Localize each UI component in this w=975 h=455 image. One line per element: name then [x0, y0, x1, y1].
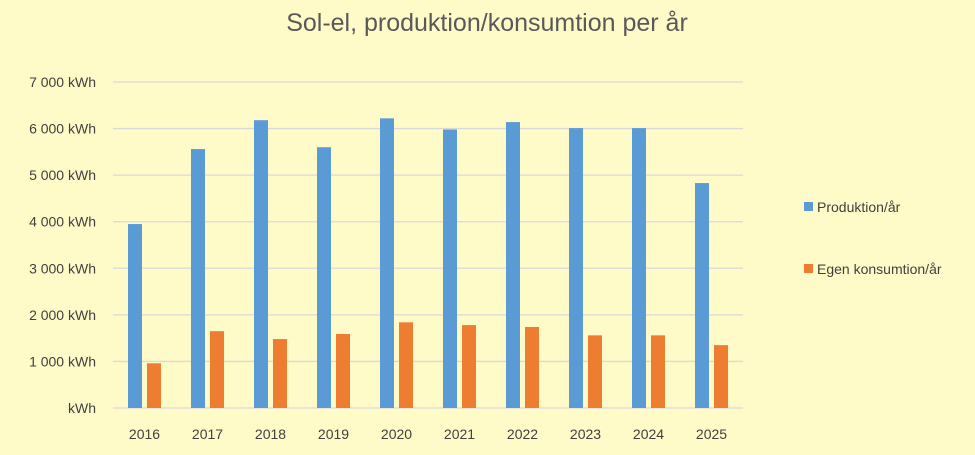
chart-title: Sol-el, produktion/konsumtion per år [286, 9, 688, 37]
x-axis: 2016 2017 2018 2019 2020 2021 2022 2023 2024 2025 [129, 426, 727, 442]
bar-egen-konsumtion-2016 [147, 363, 161, 408]
bar-egen-konsumtion-2020 [399, 322, 413, 408]
x-tick-label: 2020 [381, 426, 412, 442]
x-tick-label: 2018 [255, 426, 286, 442]
x-tick-label: 2025 [696, 426, 727, 442]
legend-label: Egen konsumtion/år [817, 261, 942, 277]
bar-produktion-2016 [128, 224, 142, 408]
bar-produktion-2024 [632, 128, 646, 408]
legend-label: Produktion/år [817, 199, 901, 215]
y-tick-label: 1 000 kWh [29, 353, 96, 369]
x-tick-label: 2021 [444, 426, 475, 442]
bar-produktion-2022 [506, 122, 520, 409]
x-tick-label: 2017 [192, 426, 223, 442]
x-tick-label: 2024 [633, 426, 664, 442]
bar-produktion-2018 [254, 120, 268, 408]
y-tick-label: 5 000 kWh [29, 167, 96, 183]
y-tick-label: 7 000 kWh [29, 74, 96, 90]
bar-egen-konsumtion-2023 [588, 335, 602, 408]
bar-egen-konsumtion-2017 [210, 331, 224, 408]
y-axis: kWh 1 000 kWh 2 000 kWh 3 000 kWh 4 000 kWh 5… [29, 74, 96, 416]
y-tick-label: 2 000 kWh [29, 307, 96, 323]
y-tick-label: 3 000 kWh [29, 260, 96, 276]
x-tick-label: 2019 [318, 426, 349, 442]
bar-produktion-2017 [191, 149, 205, 408]
x-tick-label: 2016 [129, 426, 160, 442]
bar-egen-konsumtion-2018 [273, 339, 287, 408]
bar-produktion-2019 [317, 147, 331, 408]
y-tick-label: kWh [68, 400, 96, 416]
bar-egen-konsumtion-2019 [336, 333, 350, 408]
legend-swatch [804, 264, 813, 273]
bar-egen-konsumtion-2022 [525, 326, 539, 408]
x-tick-label: 2023 [570, 426, 601, 442]
bar-egen-konsumtion-2025 [714, 345, 728, 408]
bar-egen-konsumtion-2021 [462, 325, 476, 408]
bar-produktion-2021 [443, 129, 457, 408]
y-tick-label: 4 000 kWh [29, 214, 96, 230]
legend: Produktion/år Egen konsumtion/år [804, 199, 942, 277]
y-tick-label: 6 000 kWh [29, 121, 96, 137]
bar-egen-konsumtion-2024 [651, 335, 665, 408]
bars [128, 118, 728, 409]
bar-produktion-2023 [569, 128, 583, 408]
x-tick-label: 2022 [507, 426, 538, 442]
legend-swatch [804, 202, 813, 211]
bar-produktion-2025 [695, 183, 709, 408]
bar-produktion-2020 [380, 118, 394, 408]
gridlines [113, 81, 743, 409]
